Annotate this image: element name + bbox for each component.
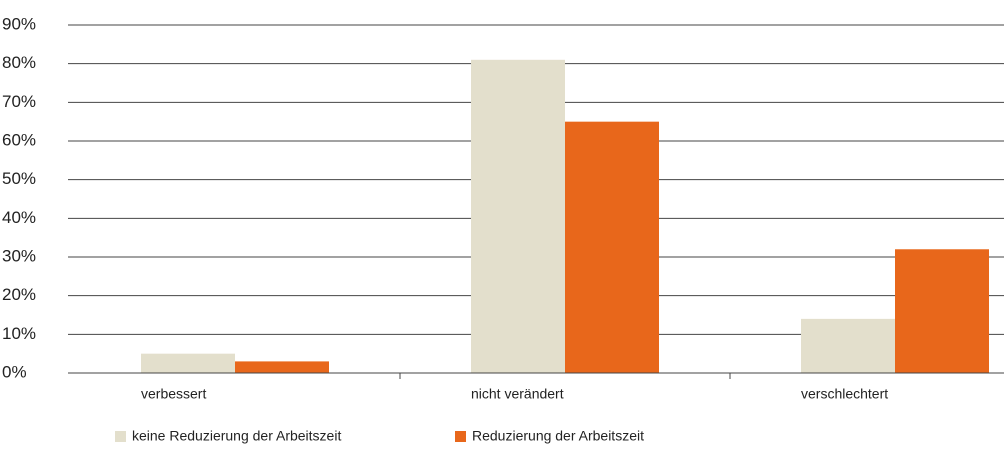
legend-swatch xyxy=(455,431,466,442)
x-tick-label: verbessert xyxy=(141,386,206,402)
y-tick-label: 50% xyxy=(2,169,36,188)
bar xyxy=(235,361,329,373)
bar xyxy=(895,249,989,373)
y-tick-label: 10% xyxy=(2,324,36,343)
x-tick-label: nicht verändert xyxy=(471,386,564,402)
legend-swatch xyxy=(115,431,126,442)
legend-label: Reduzierung der Arbeitszeit xyxy=(472,428,644,444)
y-tick-label: 20% xyxy=(2,285,36,304)
y-tick-label: 30% xyxy=(2,246,36,265)
bar xyxy=(565,121,659,374)
x-tick-label: verschlechtert xyxy=(801,386,888,402)
y-tick-label: 40% xyxy=(2,208,36,227)
y-tick-label: 60% xyxy=(2,130,36,149)
bar xyxy=(141,353,235,373)
bar xyxy=(471,59,565,374)
y-tick-label: 90% xyxy=(2,14,36,33)
y-tick-label: 70% xyxy=(2,92,36,111)
bar xyxy=(801,318,895,373)
y-tick-label: 0% xyxy=(2,362,27,381)
legend-label: keine Reduzierung der Arbeitszeit xyxy=(132,428,341,444)
y-tick-label: 80% xyxy=(2,53,36,72)
